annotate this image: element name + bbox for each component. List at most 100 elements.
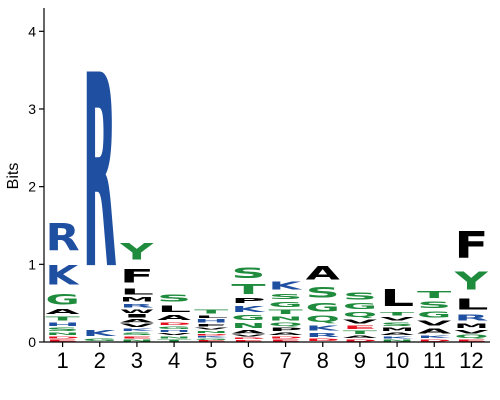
- x-tick-label: 9: [354, 348, 366, 373]
- logo-letter-M: M: [380, 327, 414, 332]
- logo-letter-L: L: [380, 285, 414, 312]
- logo-letter-N: N: [194, 330, 228, 333]
- axes-layer: [43, 8, 490, 343]
- logo-letter-R: R: [306, 332, 340, 338]
- logo-letter-V: V: [343, 319, 378, 325]
- logo-letter-T: T: [417, 290, 452, 301]
- logo-letter-Q: Q: [306, 314, 340, 324]
- logo-letter-H: H: [194, 319, 228, 324]
- logo-letter-E: E: [120, 336, 154, 339]
- logo-letter-N: N: [380, 339, 414, 342]
- logo-letter-V: V: [417, 320, 452, 328]
- logo-letter-Q: Q: [454, 334, 488, 339]
- logo-letter-V: V: [231, 334, 266, 337]
- x-tick-label: 6: [242, 348, 254, 373]
- x-tick-label: 1: [56, 348, 68, 373]
- logo-letter-A: A: [157, 314, 192, 322]
- logo-letter-T: T: [343, 330, 378, 335]
- logo-letter-H: H: [157, 330, 191, 333]
- logo-letter-L: L: [120, 287, 154, 296]
- logo-letter-D: D: [231, 337, 265, 339]
- logo-letter-N: N: [45, 332, 79, 336]
- logo-letter-I: I: [120, 314, 154, 319]
- logo-letter-K: K: [380, 336, 415, 339]
- logo-letter-K: K: [194, 336, 229, 338]
- logo-letter-S: S: [268, 292, 302, 301]
- logo-letter-G: G: [83, 338, 117, 342]
- logo-letter-D: D: [306, 338, 340, 342]
- logo-letter-D: D: [45, 336, 79, 339]
- logo-letter-S: S: [306, 284, 340, 301]
- logo-letter-N: N: [231, 322, 265, 330]
- logo-letter-V: V: [157, 333, 192, 336]
- logo-letter-K: K: [268, 280, 302, 292]
- logo-letter-A: A: [45, 308, 80, 316]
- logo-letter-S: S: [417, 300, 451, 310]
- logo-letter-Q: Q: [343, 311, 377, 319]
- logo-letter-G: G: [45, 291, 79, 308]
- y-tick-label: 3: [28, 101, 36, 117]
- logo-letter-A: A: [417, 328, 452, 336]
- logo-letter-V: V: [194, 327, 229, 330]
- logo-letter-W: W: [120, 309, 154, 314]
- logo-letter-T: T: [157, 339, 192, 342]
- logo-letter-A: A: [120, 319, 155, 324]
- logo-column-2: GKR: [83, 18, 118, 342]
- x-tick-label: 12: [459, 348, 483, 373]
- logo-letter-N: N: [120, 339, 154, 342]
- x-ticks: 1 2 3 4 5 6 7 8 9 10 11 12: [56, 342, 484, 373]
- logo-letter-G: G: [417, 310, 451, 319]
- logo-letter-N: N: [157, 336, 191, 339]
- logo-letter-K: K: [417, 335, 452, 339]
- logo-letter-E: E: [45, 339, 79, 342]
- logo-letter-A: A: [380, 332, 415, 336]
- logo-letter-D: D: [343, 339, 377, 342]
- logo-letter-G: G: [268, 301, 302, 309]
- logo-letter-K: K: [83, 329, 118, 338]
- x-tick-label: 7: [279, 348, 291, 373]
- logo-letter-R: R: [45, 216, 79, 260]
- logo-letter-R: R: [83, 18, 117, 328]
- logo-letter-D: D: [157, 322, 191, 326]
- logo-letter-G: G: [306, 301, 340, 314]
- logo-letter-S: S: [120, 332, 154, 336]
- x-tick-label: 5: [205, 348, 217, 373]
- x-tick-label: 11: [423, 348, 446, 373]
- logo-letter-G: G: [231, 314, 265, 322]
- logo-letter-R: R: [454, 313, 488, 322]
- logo-letter-A: A: [231, 330, 266, 335]
- logo-letter-E: E: [194, 340, 228, 342]
- logo-letter-M: M: [120, 296, 154, 303]
- logo-letter-S: S: [157, 293, 191, 305]
- logo-letter-A: A: [268, 332, 303, 336]
- logo-letter-L: L: [157, 304, 191, 314]
- logo-letter-G: G: [343, 302, 377, 311]
- logo-letter-F: F: [120, 265, 154, 287]
- logo-letter-K: K: [231, 305, 266, 314]
- y-ticks: 0 1 2 3 4: [28, 23, 44, 350]
- logo-letter-E: E: [343, 325, 377, 330]
- x-tick-label: 8: [317, 348, 329, 373]
- logo-letter-D: D: [268, 336, 302, 339]
- logo-letter-S: S: [380, 322, 414, 327]
- logo-letter-E: E: [231, 340, 265, 342]
- x-tick-label: 3: [131, 348, 143, 373]
- y-tick-label: 2: [28, 179, 36, 195]
- logo-letter-D: D: [417, 339, 451, 342]
- logo-letter-P: P: [231, 297, 265, 305]
- logo-letter-E: E: [454, 339, 488, 342]
- logo-letter-K: K: [120, 328, 155, 332]
- logo-letter-R: R: [120, 303, 154, 308]
- logo-letter-A: A: [343, 335, 378, 339]
- logo-letter-T: T: [194, 309, 229, 315]
- logo-letter-P: P: [268, 327, 302, 332]
- logo-letter-S: S: [343, 291, 377, 302]
- logo-letter-T: T: [231, 281, 265, 297]
